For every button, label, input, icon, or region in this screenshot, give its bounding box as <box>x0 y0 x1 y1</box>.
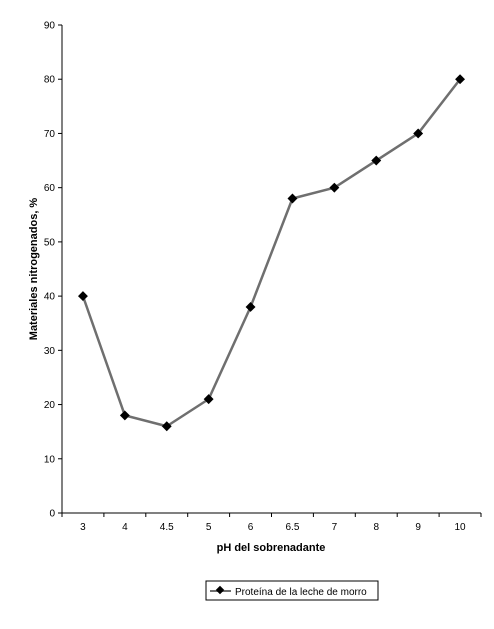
y-axis-title: Materiales nitrogenados, % <box>28 198 40 341</box>
y-tick-label: 60 <box>44 183 56 194</box>
y-tick-label: 10 <box>44 454 56 465</box>
x-tick-label: 8 <box>373 522 379 533</box>
y-ticks: 0 10 20 30 40 50 60 70 80 90 <box>44 21 62 520</box>
data-point <box>161 421 172 432</box>
y-tick-label: 80 <box>44 75 56 86</box>
y-tick-label: 50 <box>44 237 56 248</box>
data-point <box>287 193 298 204</box>
plot-background <box>62 25 481 513</box>
y-tick-label: 40 <box>44 292 56 303</box>
data-point <box>371 155 382 166</box>
data-point <box>203 394 214 405</box>
x-tick-label: 9 <box>415 522 421 533</box>
x-tick-label: 6.5 <box>285 522 299 533</box>
legend: Proteína de la leche de morro <box>205 580 379 601</box>
y-tick-label: 30 <box>44 346 56 357</box>
y-tick-label: 20 <box>44 400 56 411</box>
x-tick-label: 4.5 <box>160 522 174 533</box>
y-tick-label: 0 <box>49 509 55 520</box>
y-tick-label: 70 <box>44 129 56 140</box>
x-tick-label: 10 <box>454 522 466 533</box>
data-point <box>413 128 424 139</box>
x-tick-label: 7 <box>332 522 338 533</box>
x-tick-label: 5 <box>206 522 212 533</box>
plot-area <box>61 25 481 514</box>
x-tick-label: 6 <box>248 522 254 533</box>
data-point <box>329 182 340 193</box>
x-axis-title: pH del sobrenadante <box>217 542 326 554</box>
legend-label: Proteína de la leche de morro <box>235 587 367 598</box>
data-point <box>245 302 256 312</box>
series-line <box>81 78 462 428</box>
x-tick-label: 4 <box>122 522 128 533</box>
y-tick-label: 90 <box>44 21 56 32</box>
x-ticks: 3 4 4.5 5 6 6.5 7 8 9 10 <box>61 513 482 533</box>
legend-box <box>205 580 379 601</box>
x-tick-label: 3 <box>80 522 86 533</box>
